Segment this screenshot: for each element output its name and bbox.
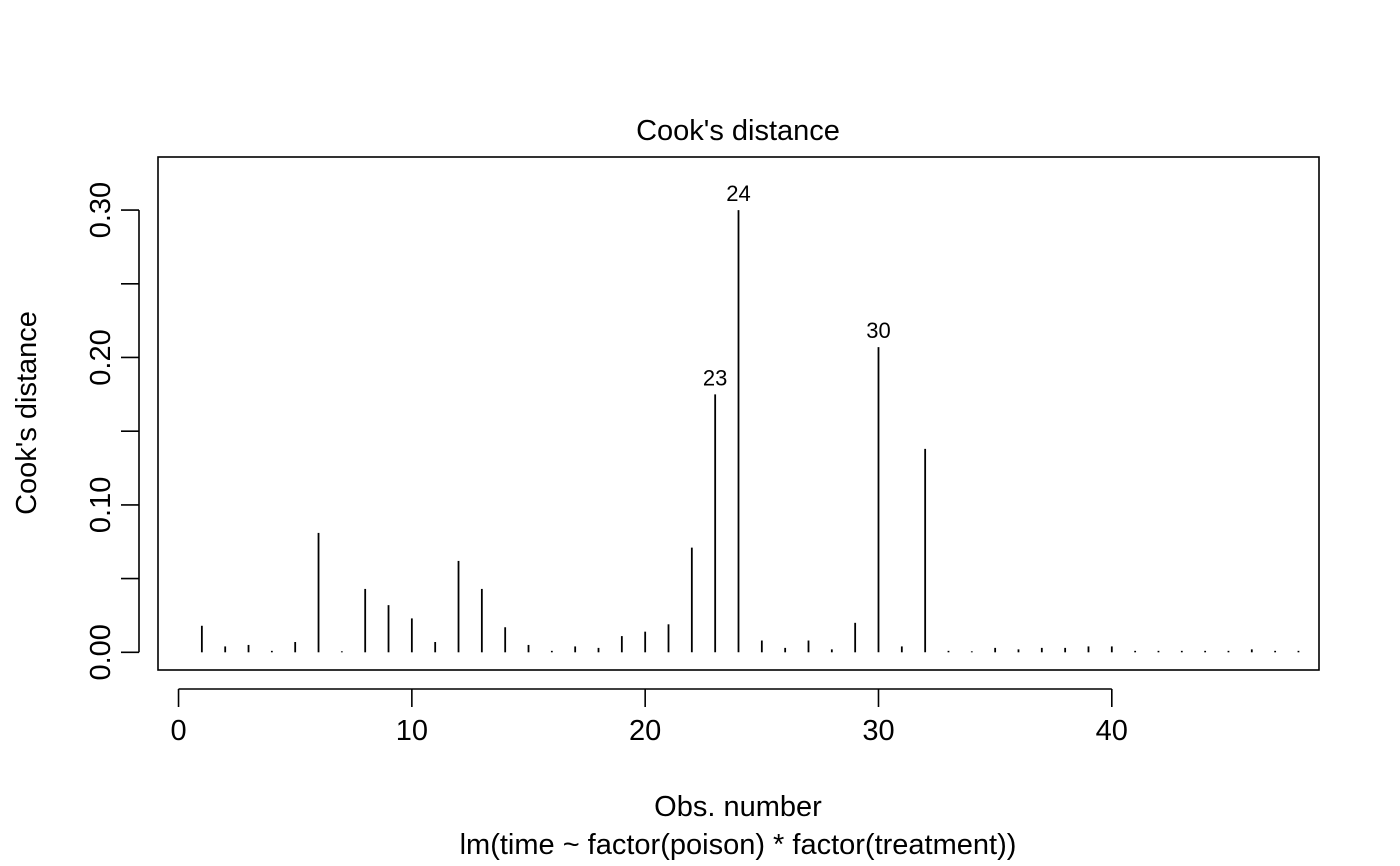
x-tick-label-30: 30 [862, 715, 894, 747]
x-tick-label-0: 0 [170, 715, 186, 747]
x-axis: 0 10 20 30 40 [170, 688, 1128, 747]
x-tick-label-20: 20 [629, 715, 661, 747]
y-axis-label: Cook's distance [11, 311, 43, 515]
y-tick-label-2: 0.10 [85, 477, 117, 533]
annotation-label-24: 24 [726, 181, 750, 206]
y-axis: 0.00 0.10 0.20 0.30 [85, 182, 140, 681]
annotation-label-23: 23 [703, 365, 727, 390]
point-annotations: 23 24 30 [703, 181, 891, 390]
chart-title: Cook's distance [636, 115, 840, 147]
x-tick-label-40: 40 [1096, 715, 1128, 747]
y-tick-label-6: 0.30 [85, 182, 117, 238]
annotation-label-30: 30 [866, 318, 890, 343]
x-axis-sublabel: lm(time ~ factor(poison) * factor(treatm… [460, 829, 1017, 861]
x-axis-label: Obs. number [654, 791, 822, 823]
bar-series [200, 210, 1300, 653]
y-tick-label-0: 0.00 [85, 624, 117, 680]
x-tick-label-10: 10 [396, 715, 428, 747]
y-tick-label-4: 0.20 [85, 329, 117, 385]
plot-frame [157, 156, 1320, 671]
